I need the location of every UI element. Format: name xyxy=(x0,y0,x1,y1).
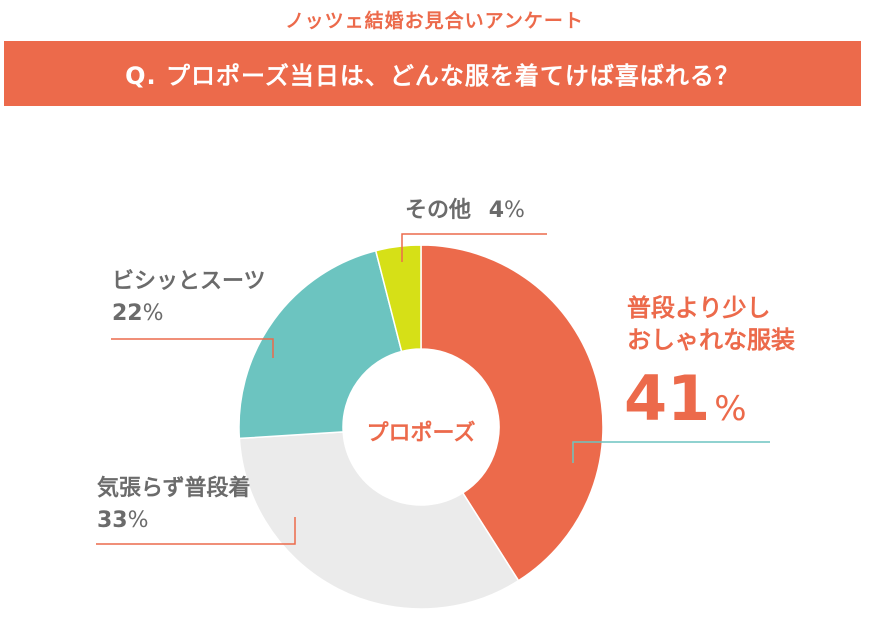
slice-label-suit: ビシッとスーツ 22% xyxy=(112,266,266,330)
donut-slice-stylish xyxy=(420,244,604,582)
slice-value-stylish-block: 41% xyxy=(624,364,747,450)
slice-name-stylish-line2: おしゃれな服装 xyxy=(627,326,795,354)
donut-slice-other xyxy=(374,244,422,353)
slice-label-stylish: 普段より少し おしゃれな服装 xyxy=(627,292,795,356)
question-text: Q. プロポーズ当日は、どんな服を着てけば喜ばれる？ xyxy=(125,62,740,90)
slice-name-suit: ビシッとスーツ xyxy=(112,269,266,294)
question-banner: Q. プロポーズ当日は、どんな服を着てけば喜ばれる？ xyxy=(4,41,861,106)
slice-unit-casual: % xyxy=(127,508,149,533)
slice-unit-other: % xyxy=(504,198,525,223)
donut-center-label: プロポーズ xyxy=(367,420,476,446)
slice-name-other: その他 xyxy=(405,198,472,223)
slice-label-other: その他 4% xyxy=(405,192,525,224)
survey-title: ノッツェ結婚お見合いアンケート xyxy=(285,10,584,32)
slice-label-casual: 気張らず普段着 33% xyxy=(97,473,251,537)
slice-value-other: 4 xyxy=(488,198,504,223)
donut-slice-casual xyxy=(238,431,520,610)
slice-value-stylish: 41 xyxy=(624,362,711,435)
slice-name-stylish-line1: 普段より少し xyxy=(627,294,771,322)
slice-unit-suit: % xyxy=(142,301,164,326)
donut-slice-suit xyxy=(238,249,403,440)
leader-line-casual xyxy=(96,517,296,545)
leader-line-suit xyxy=(111,338,274,358)
leader-line-other xyxy=(401,233,547,262)
slice-name-casual: 気張らず普段着 xyxy=(97,476,251,501)
slice-value-casual: 33 xyxy=(97,508,128,533)
leader-line-stylish xyxy=(572,441,770,463)
slice-value-suit: 22 xyxy=(112,301,143,326)
slice-unit-stylish: % xyxy=(714,389,747,429)
